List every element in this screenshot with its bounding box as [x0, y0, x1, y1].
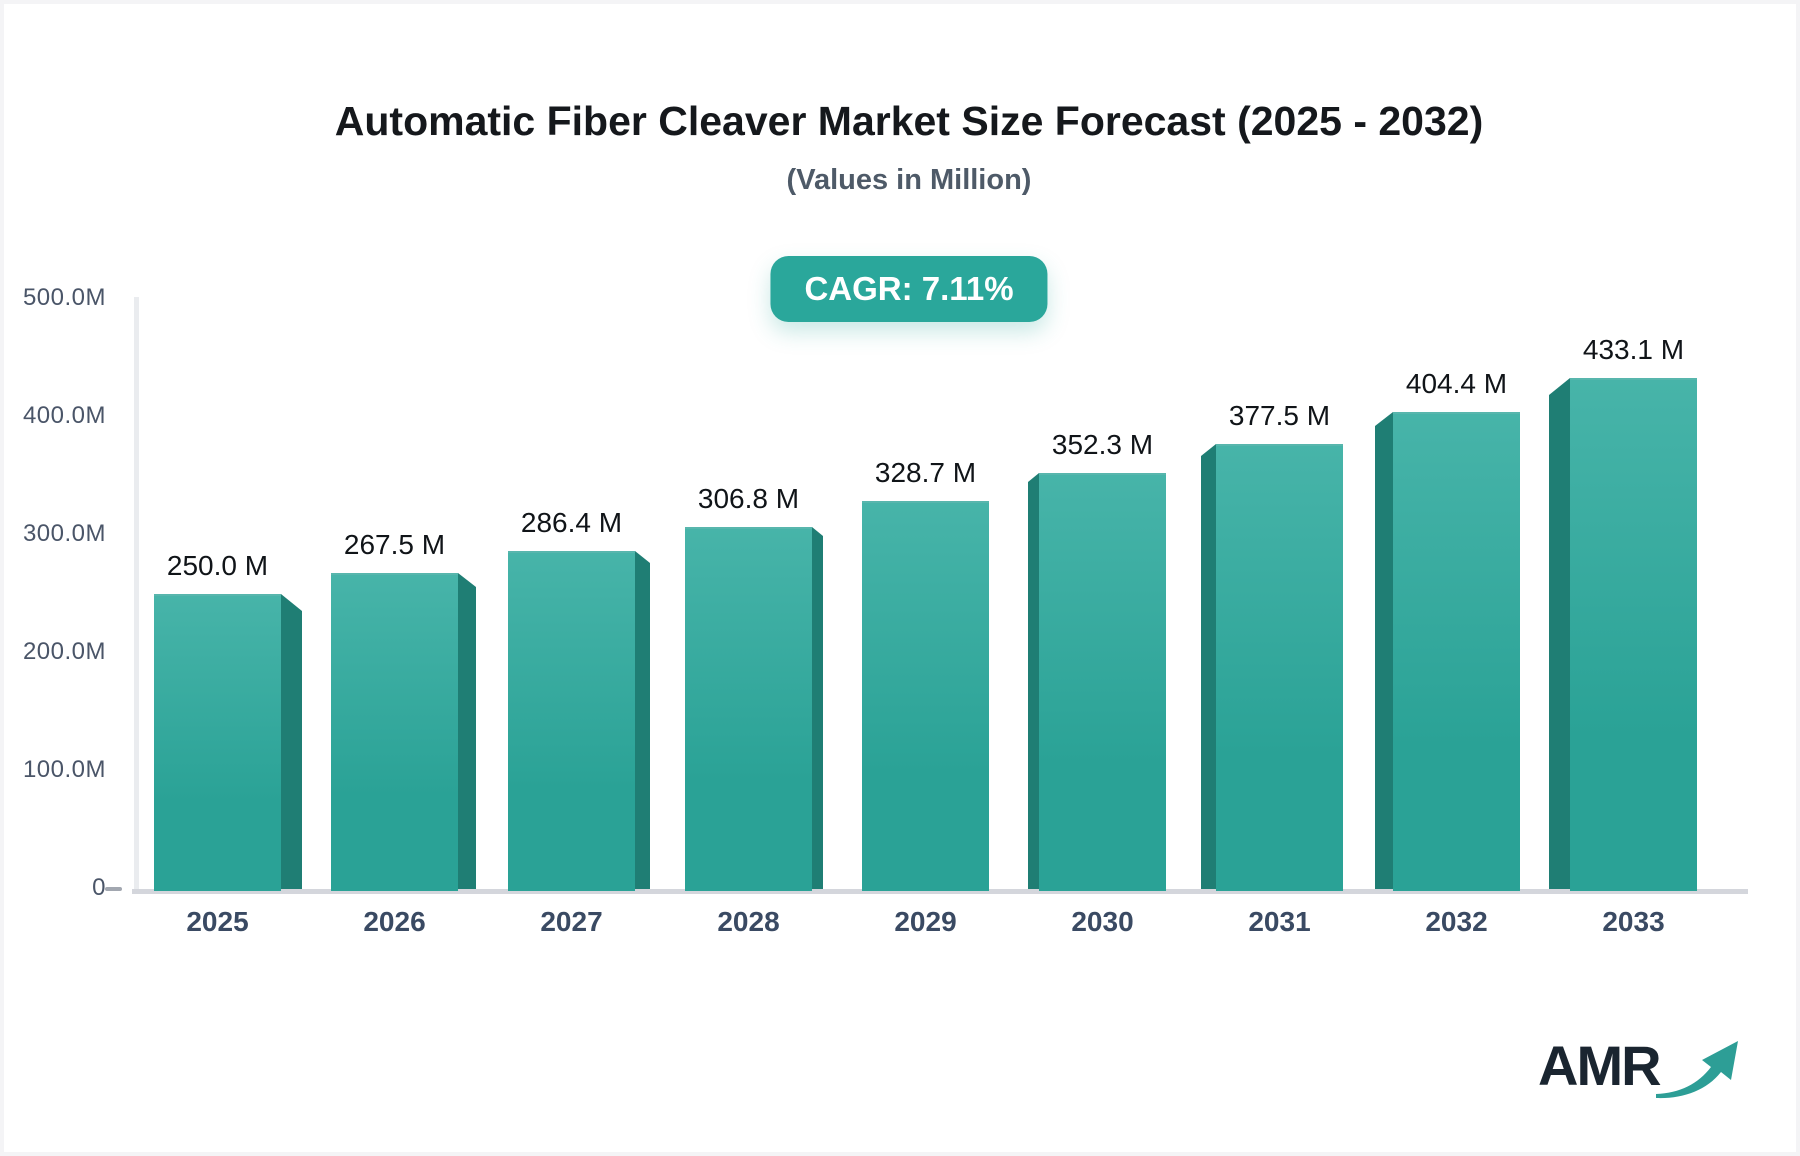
x-tick-label: 2032	[1425, 906, 1488, 937]
y-tick-label: 500.0M	[22, 284, 106, 311]
y-tick-label: 400.0M	[22, 402, 106, 429]
bar-value-label: 377.5 M	[1228, 400, 1331, 431]
bar-3d-side	[281, 594, 302, 889]
bar-3d-side	[1375, 412, 1393, 889]
chart-subtitle: (Values in Million)	[786, 164, 1032, 196]
bar-value-label: 286.4 M	[520, 507, 623, 538]
x-tick-label: 2028	[717, 906, 780, 937]
bar-2029	[862, 501, 989, 891]
bar-2032	[1393, 412, 1520, 891]
bar-2026	[331, 573, 458, 891]
bar-2028	[685, 527, 812, 891]
x-tick-label: 2027	[540, 906, 603, 937]
bar-3d-side	[458, 573, 476, 889]
chart-card: Automatic Fiber Cleaver Market Size Fore…	[4, 4, 1796, 1152]
y-tick-label: 100.0M	[22, 756, 106, 783]
chart-title: Automatic Fiber Cleaver Market Size Fore…	[334, 98, 1484, 144]
bar-3d-side	[635, 551, 650, 889]
bar-2027	[508, 551, 635, 891]
bar-3d-side	[1549, 378, 1570, 889]
x-tick-label: 2026	[363, 906, 426, 937]
growth-arrow-icon	[1655, 1041, 1738, 1099]
x-tick-label: 2029	[894, 906, 957, 937]
zero-tick-mark	[105, 887, 122, 891]
x-tick-label: 2025	[186, 906, 249, 937]
cagr-badge: CAGR: 7.11%	[770, 256, 1048, 322]
bar-value-label: 267.5 M	[343, 529, 446, 560]
bar-2025	[154, 594, 281, 891]
x-tick-label: 2030	[1071, 906, 1134, 937]
amr-logo-text: AMR	[1538, 1034, 1662, 1097]
bar-value-label: 328.7 M	[874, 457, 977, 488]
bar-2033	[1570, 378, 1697, 891]
y-tick-label: 300.0M	[22, 520, 106, 547]
bar-3d-side	[812, 527, 823, 889]
x-tick-label: 2031	[1248, 906, 1311, 937]
x-tick-label: 2033	[1602, 906, 1665, 937]
bar-3d-side	[1028, 473, 1039, 889]
x-axis-baseline	[132, 889, 1748, 894]
bar-value-label: 352.3 M	[1051, 429, 1154, 460]
y-tick-label: 200.0M	[22, 638, 106, 665]
bar-value-label: 306.8 M	[697, 483, 800, 514]
y-tick-label: 0	[92, 874, 106, 901]
y-axis-line	[134, 297, 139, 889]
bar-value-label: 404.4 M	[1405, 368, 1508, 399]
bar-2030	[1039, 473, 1166, 891]
bar-value-label: 250.0 M	[166, 550, 269, 581]
amr-logo: AMR	[1538, 1034, 1742, 1102]
bar-value-label: 433.1 M	[1582, 334, 1685, 365]
bar-3d-side	[1201, 444, 1216, 889]
bar-2031	[1216, 444, 1343, 891]
